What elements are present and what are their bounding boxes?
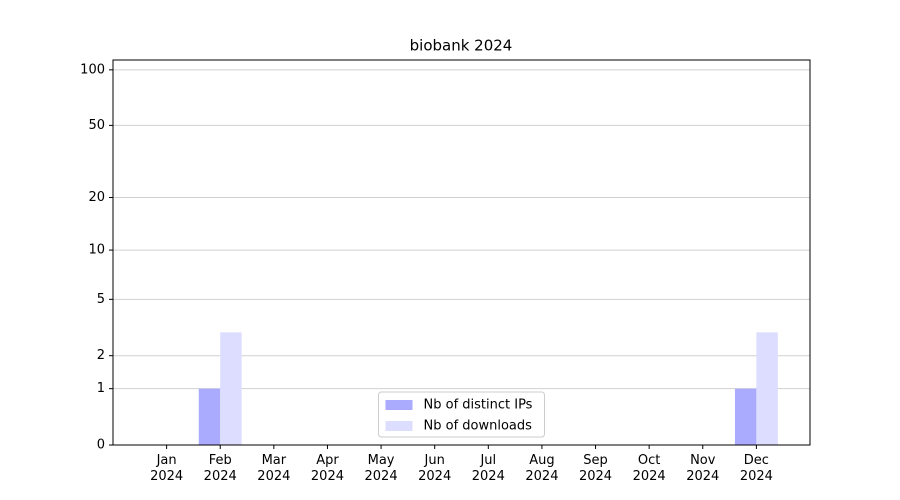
- x-tick-label: May 2024: [364, 453, 398, 484]
- x-tick-label: Oct 2024: [632, 453, 666, 484]
- y-tick-label: 50: [88, 118, 105, 133]
- y-tick-label: 100: [80, 62, 105, 77]
- legend-label: Nb of distinct IPs: [424, 398, 533, 413]
- y-tick-label: 5: [97, 292, 105, 307]
- x-tick-label: Aug 2024: [525, 453, 559, 484]
- x-tick-label: Jan 2024: [150, 453, 184, 484]
- x-tick-label: Feb 2024: [203, 453, 237, 484]
- bar: [198, 388, 221, 445]
- x-tick-label: Apr 2024: [310, 453, 344, 484]
- x-tick-label: Jul 2024: [471, 453, 505, 484]
- plot-frame: [112, 59, 811, 446]
- y-tick-label: 1: [97, 381, 105, 396]
- legend-label: Nb of downloads: [424, 419, 533, 434]
- y-tick-label: 0: [97, 438, 105, 453]
- legend-swatch: [385, 400, 413, 410]
- bar: [220, 332, 242, 445]
- y-tick-label: 2: [97, 348, 105, 363]
- y-tick-label: 10: [88, 243, 105, 258]
- x-tick-label: Nov 2024: [686, 453, 720, 484]
- chart-title: biobank 2024: [410, 37, 513, 55]
- bar: [756, 332, 778, 445]
- x-tick-label: Sep 2024: [578, 453, 613, 484]
- bar: [734, 388, 757, 445]
- legend-swatch: [385, 421, 413, 431]
- x-tick-label: Mar 2024: [257, 453, 291, 484]
- y-tick-label: 20: [88, 190, 105, 205]
- legend-box: [378, 391, 545, 438]
- x-tick-label: Jun 2024: [418, 453, 452, 484]
- x-tick-label: Dec 2024: [739, 453, 773, 484]
